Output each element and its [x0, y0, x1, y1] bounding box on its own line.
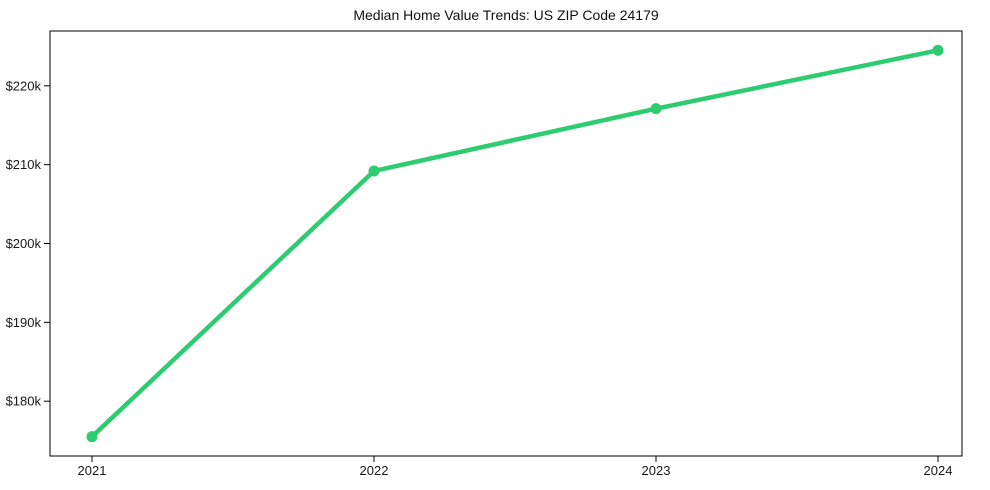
- x-tick-label: 2022: [360, 463, 389, 478]
- y-tick-label: $190k: [6, 315, 42, 330]
- plot-border: [49, 30, 963, 457]
- data-line: [89, 48, 941, 439]
- chart-title: Median Home Value Trends: US ZIP Code 24…: [353, 7, 659, 23]
- data-point-marker: [86, 431, 98, 443]
- x-tick-label: 2021: [78, 463, 107, 478]
- x-tick-label: 2024: [924, 463, 953, 478]
- data-point-marker: [368, 165, 380, 177]
- y-tick-label: $220k: [6, 78, 42, 93]
- data-point-marker: [650, 103, 662, 115]
- x-tick-label: 2023: [642, 463, 671, 478]
- y-tick-label: $180k: [6, 394, 42, 409]
- y-tick-label: $210k: [6, 157, 42, 172]
- data-point-marker: [932, 44, 944, 56]
- y-tick-label: $200k: [6, 236, 42, 251]
